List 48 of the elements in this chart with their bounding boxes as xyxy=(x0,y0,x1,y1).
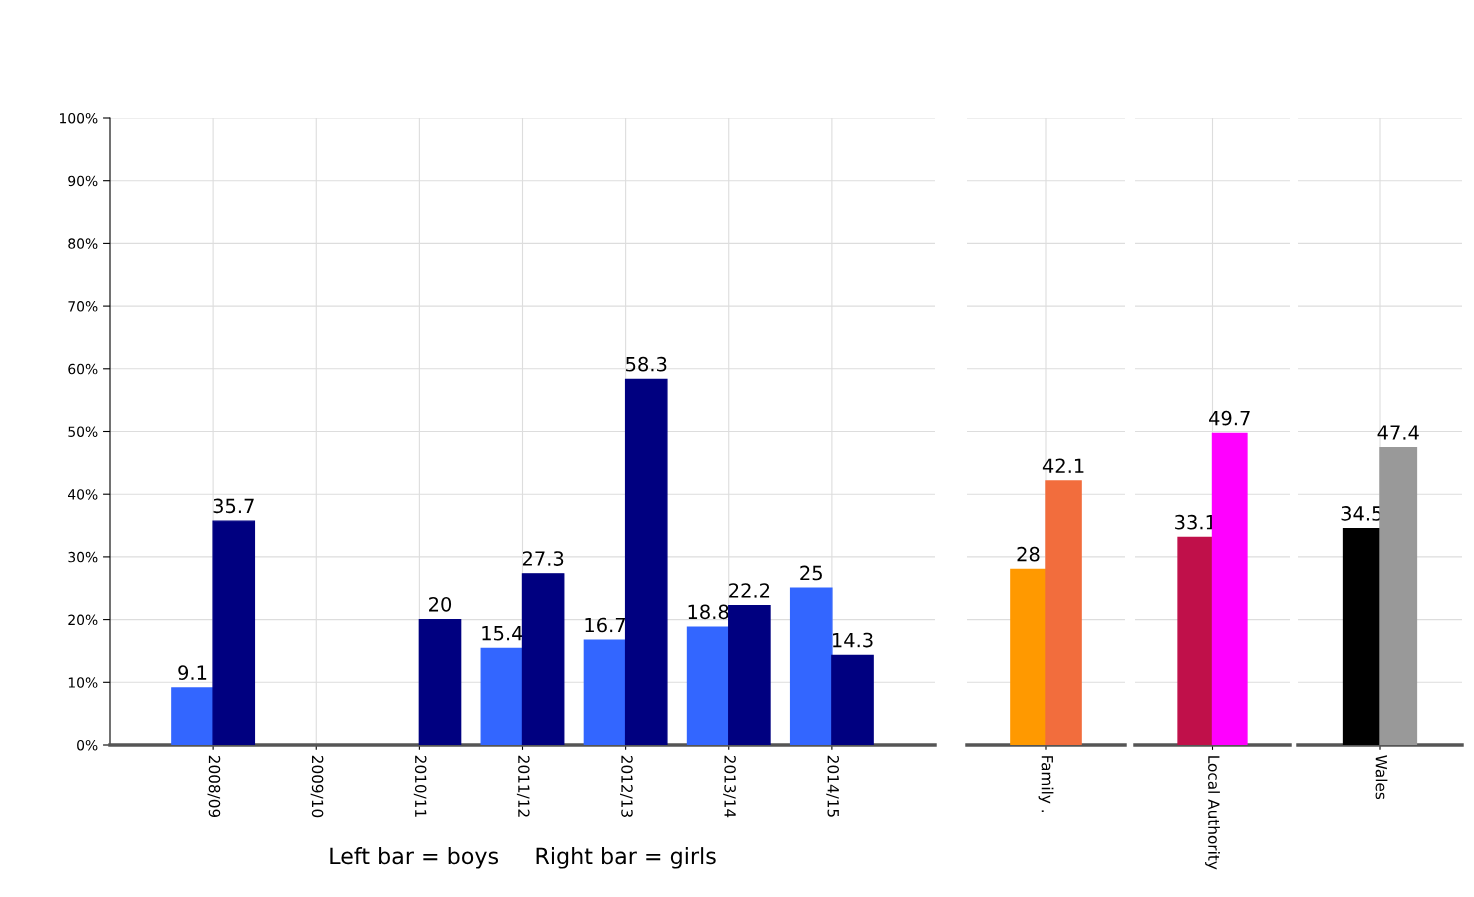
data-label: 27.3 xyxy=(522,551,564,566)
y-tick-label: 30% xyxy=(68,551,98,563)
bar xyxy=(418,618,462,745)
x-tick-label: Family . xyxy=(1038,756,1054,812)
bar xyxy=(831,654,874,745)
data-label: 9.1 xyxy=(178,665,207,681)
bar xyxy=(728,605,771,745)
y-tick-label: 90% xyxy=(68,175,98,187)
bar xyxy=(521,573,565,745)
bar xyxy=(171,687,214,745)
bar xyxy=(686,626,730,745)
data-label: 33.1 xyxy=(1175,514,1216,530)
data-label: 42.1 xyxy=(1042,458,1084,473)
bar xyxy=(583,639,627,745)
y-tick-label: 40% xyxy=(68,489,98,500)
data-label: 47.4 xyxy=(1377,425,1419,440)
data-label: 15.4 xyxy=(482,626,523,641)
data-label: 16.7 xyxy=(585,617,625,633)
data-label: 49.7 xyxy=(1209,410,1250,426)
data-label: 58.3 xyxy=(626,356,667,372)
data-label: 28 xyxy=(1017,546,1040,562)
bar xyxy=(789,587,833,745)
y-tick-label: 70% xyxy=(68,301,98,312)
text: Left bar = boys Right bar = girls xyxy=(330,847,716,869)
y-tick-label: 100% xyxy=(60,112,98,124)
bar xyxy=(624,378,668,745)
data-label: 22.2 xyxy=(729,583,770,598)
x-tick-label: 2008/09 xyxy=(207,755,221,818)
x-tick-label: 2011/12 xyxy=(516,755,530,817)
x-tick-label: Wales xyxy=(1375,755,1388,800)
x-tick-label: 2012/13 xyxy=(619,755,633,817)
x-tick-label: 2009/10 xyxy=(310,755,324,818)
y-tick-label: 20% xyxy=(68,614,98,626)
data-label: 35.7 xyxy=(213,498,254,514)
data-label: 25 xyxy=(800,565,822,581)
y-tick-label: 60% xyxy=(68,363,98,375)
x-tick-label: 2014/15 xyxy=(826,755,839,817)
x-tick-label: 2013/14 xyxy=(723,755,736,818)
y-tick-label: 50% xyxy=(68,426,98,437)
data-label: 14.3 xyxy=(832,632,873,648)
y-tick-label: 10% xyxy=(68,677,98,688)
data-label: 20 xyxy=(429,596,452,612)
y-tick-label: 80% xyxy=(68,238,98,249)
bar xyxy=(212,520,256,745)
bar xyxy=(480,647,524,745)
x-tick-label: 2010/11 xyxy=(413,755,427,817)
x-tick-label: Local Authority xyxy=(1205,756,1220,870)
y-tick-label: 0% xyxy=(77,739,98,751)
